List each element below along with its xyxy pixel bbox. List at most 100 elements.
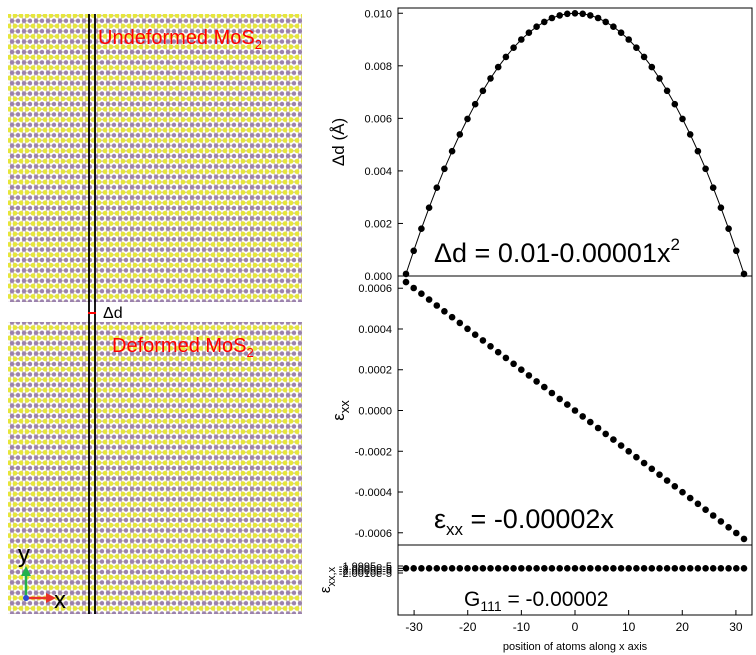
data-point	[571, 10, 579, 17]
data-point	[709, 512, 717, 519]
undeformed-mos2-sheet	[8, 14, 302, 302]
data-point	[533, 23, 540, 31]
data-point	[518, 565, 525, 572]
chart-panel-1: 0.000 0.002 0.004 0.006 0.008 0.010 Δd (Å) Δd =…	[329, 7, 753, 283]
data-point	[456, 131, 464, 138]
data-point	[502, 53, 510, 61]
y-tick-label: 0.0006	[358, 283, 392, 295]
data-point	[541, 565, 548, 572]
data-point	[502, 565, 510, 572]
data-point	[579, 10, 586, 18]
data-point	[717, 518, 725, 525]
data-point	[625, 36, 632, 43]
y-tick-label: -2.0010e-5	[339, 568, 392, 580]
data-point	[464, 565, 471, 572]
y-tick-label: -0.0006	[355, 528, 392, 540]
data-point	[441, 308, 448, 315]
data-point	[702, 565, 709, 572]
data-point	[448, 147, 456, 155]
data-point	[709, 184, 717, 191]
data-point	[617, 29, 625, 36]
data-point	[733, 529, 740, 537]
data-point	[717, 565, 725, 572]
data-point	[479, 337, 487, 344]
data-point	[617, 442, 625, 449]
x-tick-label: 20	[676, 620, 690, 634]
data-point	[610, 436, 617, 443]
data-point	[602, 18, 609, 26]
y-tick-label: 0.002	[364, 218, 392, 230]
data-point	[725, 524, 732, 531]
data-point	[525, 372, 533, 379]
data-point	[533, 565, 540, 572]
y-tick-label: 0.0000	[358, 406, 392, 418]
data-point	[548, 14, 556, 22]
data-point	[663, 87, 671, 95]
data-point	[686, 494, 694, 502]
deformed-label: Deformed MoS2	[112, 335, 254, 360]
data-point	[663, 565, 671, 572]
data-point	[418, 565, 425, 572]
data-point	[518, 366, 525, 374]
data-point	[587, 418, 594, 426]
data-point	[556, 395, 563, 403]
data-point	[456, 565, 464, 572]
data-point	[402, 565, 410, 572]
data-point	[548, 565, 556, 572]
data-point	[686, 565, 694, 572]
data-point	[464, 115, 471, 123]
data-point	[602, 430, 609, 438]
data-point	[502, 354, 510, 362]
data-point	[625, 565, 632, 572]
deformed-mos2-sheet	[8, 322, 302, 614]
axis-y-label: y	[18, 541, 30, 568]
data-point	[433, 302, 441, 309]
data-point	[579, 413, 586, 420]
data-point	[510, 565, 517, 572]
x-tick-label: 0	[572, 620, 579, 634]
data-point	[571, 407, 579, 414]
data-point	[410, 565, 417, 572]
data-point	[556, 565, 563, 572]
x-arrow-head	[46, 593, 56, 603]
chart-panel-2: -0.0006 -0.0004 -0.0002 0.0000 0.0002 0.0004 0…	[329, 275, 753, 546]
data-point	[733, 565, 740, 572]
data-point	[556, 12, 563, 19]
y-axis-label: εxx,x	[317, 566, 338, 593]
data-point	[487, 565, 494, 572]
data-point	[479, 565, 487, 572]
data-point	[610, 565, 617, 572]
equation-annotation: εxx = -0.00002x	[434, 504, 614, 539]
data-point	[525, 29, 533, 36]
y-tick-label: -0.0002	[355, 446, 392, 458]
data-point	[725, 225, 732, 232]
axis-x-label: x	[54, 587, 66, 614]
data-point	[487, 75, 494, 82]
data-point	[494, 565, 502, 572]
data-point	[425, 565, 433, 572]
data-point	[441, 565, 448, 572]
data-point	[671, 100, 679, 108]
data-point	[548, 389, 556, 397]
data-point	[648, 63, 656, 71]
data-point	[525, 565, 533, 572]
x-axis-label: position of atoms along x axis	[503, 641, 648, 653]
data-point	[679, 565, 686, 572]
plot-frame	[397, 7, 753, 277]
y-axis-label: Δd (Å)	[329, 118, 348, 166]
axes-triad: y x	[18, 541, 66, 614]
x-tick-label: -20	[459, 620, 477, 634]
y-tick-label: -1.9995e-5	[339, 561, 392, 573]
y-tick-label: 0.000	[364, 271, 392, 283]
data-point	[448, 565, 456, 572]
y-tick-label: 0.010	[364, 8, 392, 20]
chart-panel-3: -1.9995e-5-2.0000e-5-2.0005e-5-2.0010e-5…	[317, 544, 753, 653]
y-tick-label: -2.0000e-5	[339, 563, 392, 575]
y-tick-label: 0.004	[364, 166, 392, 178]
data-point	[694, 147, 702, 155]
data-point	[418, 225, 425, 232]
data-point	[671, 483, 679, 490]
data-point	[679, 488, 686, 496]
data-point	[610, 23, 617, 31]
data-point	[510, 44, 517, 51]
